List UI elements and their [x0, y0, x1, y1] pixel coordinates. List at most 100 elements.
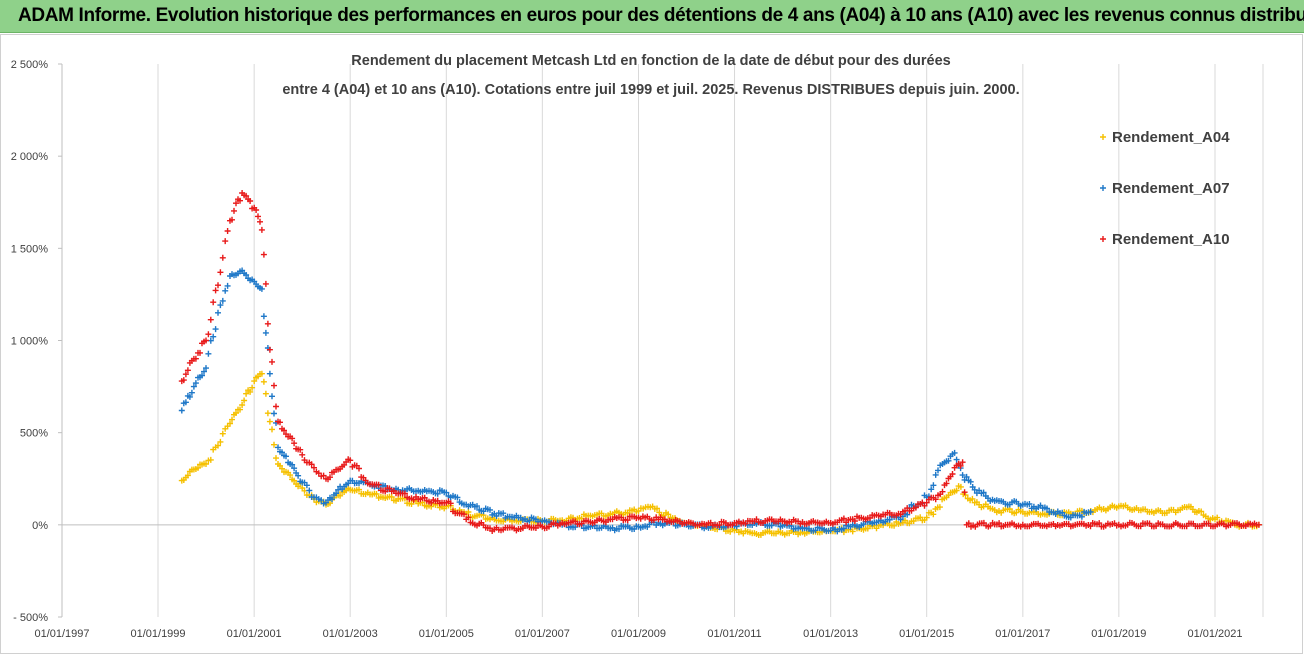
data-point [217, 302, 224, 309]
data-point [297, 446, 304, 453]
data-point [243, 192, 250, 199]
data-point [219, 297, 226, 304]
data-point [963, 473, 970, 480]
data-point [969, 495, 976, 502]
data-point [945, 457, 952, 464]
data-point [255, 213, 261, 220]
data-point [243, 390, 250, 397]
data-point [219, 254, 226, 261]
data-point [891, 522, 898, 529]
data-point [207, 316, 214, 323]
data-point [921, 502, 928, 509]
data-point [961, 489, 968, 496]
data-point [210, 333, 217, 340]
data-point [917, 514, 924, 521]
x-tick-label: 01/01/2017 [995, 628, 1050, 640]
data-point [935, 467, 941, 474]
data-point [474, 503, 480, 510]
y-tick-label: 2 000% [11, 151, 49, 163]
data-point [303, 482, 310, 489]
data-point [454, 494, 461, 501]
data-point [1096, 520, 1103, 527]
data-point [273, 403, 279, 410]
data-point [224, 228, 231, 234]
data-point [182, 399, 189, 406]
series-rendement-a10 [178, 190, 1262, 534]
data-point [215, 442, 221, 449]
data-point [434, 490, 441, 497]
data-point [959, 472, 966, 479]
data-point [840, 525, 847, 532]
data-point [182, 371, 189, 378]
legend-marker [1100, 134, 1106, 140]
data-point [233, 200, 239, 207]
data-point [199, 372, 205, 379]
x-tick-label: 01/01/2007 [515, 628, 570, 640]
data-point [222, 238, 229, 245]
data-point [996, 520, 1003, 527]
data-point [572, 524, 579, 531]
data-point [269, 393, 275, 400]
data-point [923, 514, 930, 521]
data-point [1137, 523, 1144, 530]
data-point [266, 418, 273, 425]
data-point [289, 435, 296, 442]
data-point [229, 216, 235, 223]
axis-layer: 01/01/1997 01/01/1999 01/01/2001 01/01/2003… [11, 59, 1263, 640]
data-point [959, 459, 966, 466]
data-point [260, 313, 267, 320]
data-point [943, 480, 950, 487]
data-point [382, 488, 389, 495]
data-point [260, 251, 267, 258]
data-point [299, 451, 306, 458]
y-tick-label: 2 500% [11, 59, 49, 71]
x-tick-label: 01/01/1997 [34, 628, 89, 640]
data-point [184, 472, 191, 479]
data-point [980, 489, 987, 496]
data-point [665, 511, 672, 518]
data-point [241, 397, 248, 404]
data-point [967, 478, 974, 485]
data-point [1078, 513, 1085, 520]
data-point [212, 326, 219, 333]
data-point [500, 510, 507, 517]
data-point [271, 410, 277, 417]
data-point [291, 440, 298, 447]
data-point [180, 377, 187, 384]
data-point [219, 430, 226, 437]
data-point [487, 506, 493, 513]
data-point [1255, 521, 1262, 528]
data-point [277, 419, 283, 426]
data-point [243, 272, 250, 278]
series-layer [178, 190, 1262, 538]
data-point [229, 416, 235, 423]
data-point [306, 487, 313, 494]
data-point [184, 367, 191, 374]
data-point [291, 477, 298, 484]
data-point [287, 472, 294, 479]
data-point [251, 378, 258, 385]
data-point [190, 383, 197, 390]
data-point [1087, 523, 1094, 530]
data-point [269, 358, 275, 365]
data-point [283, 453, 289, 460]
data-point [273, 455, 279, 462]
data-point [188, 389, 195, 396]
data-point [205, 331, 212, 338]
data-point [224, 282, 231, 289]
data-point [258, 226, 265, 233]
data-point [320, 472, 327, 479]
x-tick-label: 01/01/2001 [227, 628, 282, 640]
data-point [1026, 501, 1033, 507]
data-point [840, 515, 847, 522]
chart-title-line-1: Rendement du placement Metcash Ltd en fo… [351, 53, 950, 69]
data-point [195, 464, 201, 471]
data-point [222, 287, 229, 294]
data-point [897, 516, 904, 523]
data-point [266, 370, 273, 377]
data-point [849, 528, 856, 535]
data-point [258, 285, 265, 292]
data-point [654, 505, 660, 512]
data-point [289, 461, 296, 468]
data-point [205, 350, 212, 357]
